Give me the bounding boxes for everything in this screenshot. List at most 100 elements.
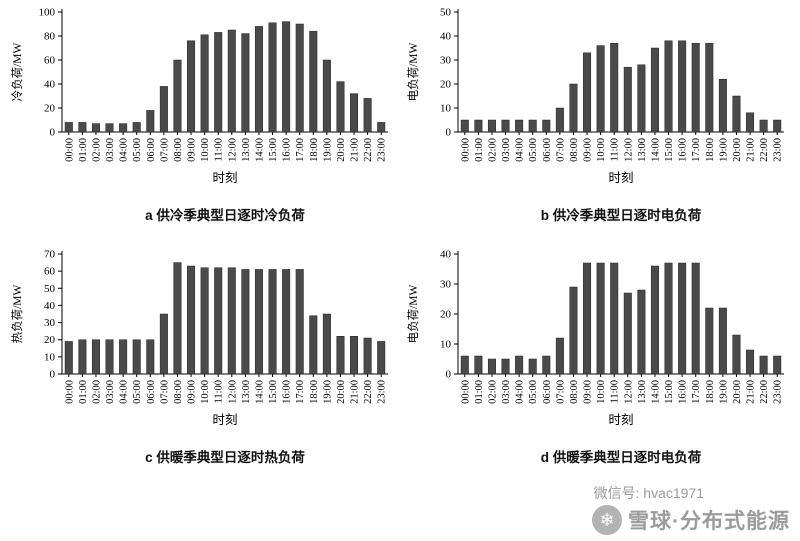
brand-row: ❄ 雪球·分布式能源 <box>592 505 790 535</box>
bar <box>773 119 782 133</box>
bar <box>64 341 73 375</box>
x-tick-label: 11:00 <box>214 138 225 162</box>
bar <box>759 355 768 375</box>
x-tick-label: 08:00 <box>173 380 184 404</box>
x-tick-label: 20:00 <box>732 138 743 162</box>
x-tick-label: 09:00 <box>187 138 198 162</box>
x-tick-label: 22:00 <box>759 380 770 404</box>
x-tick-label: 02:00 <box>91 138 102 162</box>
bar <box>678 40 687 133</box>
x-tick-label: 13:00 <box>637 380 648 404</box>
bar <box>718 78 727 133</box>
brand-label: 雪球·分布式能源 <box>628 510 790 533</box>
x-tick-label: 15:00 <box>268 380 279 404</box>
y-tick-label: 20 <box>440 79 452 91</box>
y-tick-label: 0 <box>446 369 452 381</box>
y-tick-label: 0 <box>446 127 452 139</box>
bar <box>78 122 87 133</box>
bar <box>91 123 100 133</box>
x-tick-label: 05:00 <box>132 138 143 162</box>
bar <box>746 112 755 133</box>
bar <box>214 267 223 375</box>
bar <box>322 313 331 375</box>
x-tick-label: 17:00 <box>691 380 702 404</box>
bar <box>159 86 168 133</box>
bar <box>705 42 714 133</box>
bar <box>691 42 700 133</box>
x-tick-label: 07:00 <box>159 380 170 404</box>
x-tick-label: 16:00 <box>678 380 689 404</box>
bar <box>146 339 155 375</box>
bar <box>268 269 277 375</box>
bar <box>705 307 714 375</box>
bar <box>363 98 372 133</box>
bar <box>105 339 114 375</box>
bar <box>119 123 128 133</box>
x-tick-label: 00:00 <box>64 380 75 404</box>
x-tick-label: 18:00 <box>309 380 320 404</box>
y-axis-title: 冷负荷/MW <box>10 42 24 101</box>
bar <box>664 262 673 375</box>
bar <box>569 83 578 133</box>
x-tick-label: 04:00 <box>119 380 130 404</box>
x-tick-label: 06:00 <box>146 380 157 404</box>
x-tick-label: 10:00 <box>200 380 211 404</box>
x-tick-label: 05:00 <box>132 380 143 404</box>
y-tick-label: 60 <box>44 266 56 278</box>
bar <box>583 52 592 133</box>
bar <box>569 286 578 375</box>
x-tick-label: 21:00 <box>350 138 361 162</box>
bar <box>610 42 619 133</box>
x-tick-label: 12:00 <box>227 380 238 404</box>
x-tick-label: 23:00 <box>773 380 784 404</box>
y-tick-label: 30 <box>44 317 56 329</box>
x-axis-title: 时刻 <box>608 413 633 427</box>
x-tick-label: 20:00 <box>336 138 347 162</box>
bar <box>583 262 592 375</box>
x-tick-label: 10:00 <box>596 380 607 404</box>
bar <box>759 119 768 133</box>
x-tick-label: 03:00 <box>105 138 116 162</box>
bar <box>650 265 659 375</box>
x-tick-label: 20:00 <box>336 380 347 404</box>
y-tick-label: 40 <box>44 79 56 91</box>
x-axis-title: 时刻 <box>608 171 633 185</box>
chart-a-caption: a 供冷季典型日逐时冷负荷 <box>145 208 305 223</box>
x-tick-label: 03:00 <box>501 138 512 162</box>
x-tick-label: 11:00 <box>610 380 621 404</box>
bar <box>173 59 182 133</box>
bar <box>350 93 359 133</box>
bar <box>268 22 277 133</box>
bar <box>542 119 551 133</box>
chart-b-caption: b 供冷季典型日逐时电负荷 <box>540 208 702 223</box>
bar <box>623 66 632 133</box>
x-tick-label: 07:00 <box>555 138 566 162</box>
x-tick-label: 09:00 <box>583 380 594 404</box>
bar <box>528 119 537 133</box>
x-tick-label: 04:00 <box>515 380 526 404</box>
x-tick-label: 05:00 <box>528 138 539 162</box>
bar <box>637 64 646 133</box>
y-tick-label: 30 <box>440 55 452 67</box>
y-tick-label: 30 <box>440 279 452 291</box>
x-tick-label: 16:00 <box>282 380 293 404</box>
y-tick-label: 20 <box>44 334 56 346</box>
bar <box>773 355 782 375</box>
x-tick-label: 00:00 <box>460 138 471 162</box>
chart-d: 0 10 20 30 40 电负荷/MW 00:00 01:00 02:00 03:00 04:00… <box>404 246 792 466</box>
bar <box>78 339 87 375</box>
x-tick-label: 11:00 <box>214 380 225 404</box>
y-tick-label: 10 <box>440 339 452 351</box>
bar <box>254 269 263 375</box>
x-tick-label: 21:00 <box>746 380 757 404</box>
bar <box>282 269 291 375</box>
bar <box>623 292 632 375</box>
y-tick-label: 40 <box>440 31 452 43</box>
x-tick-label: 03:00 <box>501 380 512 404</box>
x-tick-label: 14:00 <box>650 380 661 404</box>
y-tick-label: 20 <box>440 309 452 321</box>
bar <box>637 289 646 375</box>
y-tick-label: 10 <box>44 351 56 363</box>
x-tick-label: 04:00 <box>515 138 526 162</box>
x-tick-label: 14:00 <box>650 138 661 162</box>
